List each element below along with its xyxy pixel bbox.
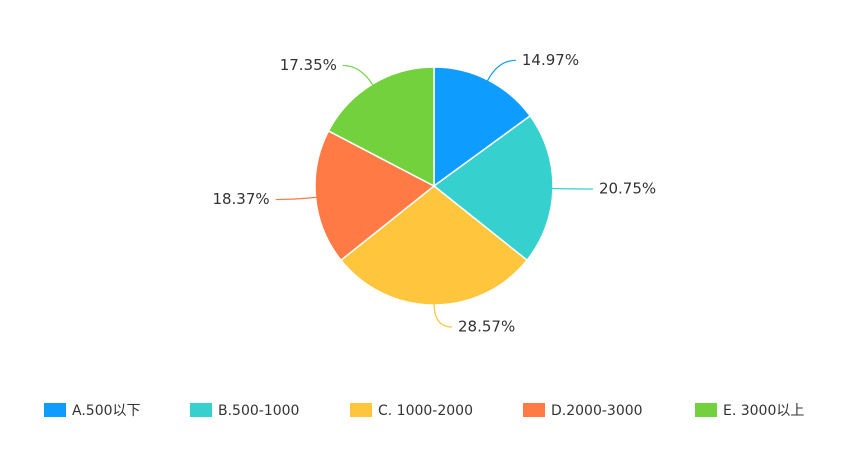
- legend-label: D.2000-3000: [551, 403, 643, 419]
- value-label: 14.97%: [522, 51, 579, 69]
- value-label: 20.75%: [599, 180, 656, 198]
- value-label: 18.37%: [212, 190, 269, 208]
- legend-swatch: [695, 403, 717, 417]
- leader-line: [550, 187, 593, 190]
- legend-label: E. 3000以上: [723, 403, 804, 419]
- leader-line: [342, 64, 374, 87]
- leader-line: [433, 302, 453, 328]
- legend-swatch: [44, 403, 66, 417]
- value-label: 17.35%: [280, 56, 337, 74]
- legend-label: C. 1000-2000: [378, 403, 473, 419]
- legend-label: B.500-1000: [218, 403, 299, 419]
- legend-swatch: [350, 403, 372, 417]
- legend-swatch: [523, 403, 545, 417]
- value-label: 28.57%: [458, 318, 515, 336]
- leader-line: [275, 196, 318, 201]
- legend-swatch: [190, 403, 212, 417]
- leader-line: [486, 59, 516, 82]
- legend-label: A.500以下: [72, 403, 141, 419]
